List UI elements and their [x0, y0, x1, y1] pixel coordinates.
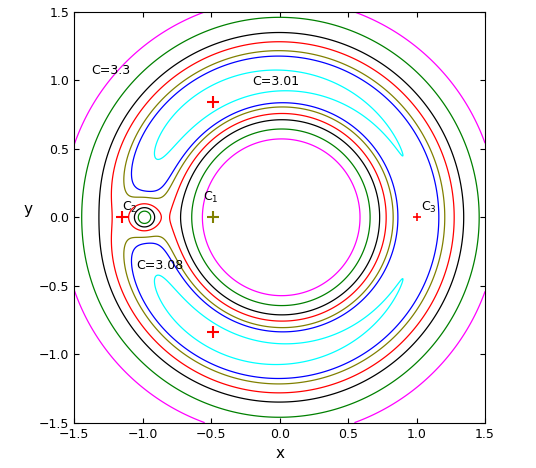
Text: C$_3$: C$_3$	[421, 199, 436, 214]
Y-axis label: y: y	[24, 202, 32, 217]
Text: C=3.08: C=3.08	[136, 259, 183, 272]
Text: C=3.3: C=3.3	[91, 64, 130, 77]
Text: C$_1$: C$_1$	[203, 190, 219, 205]
X-axis label: x: x	[275, 446, 284, 461]
Text: C$_2$: C$_2$	[122, 199, 138, 214]
Text: C=3.01: C=3.01	[252, 74, 300, 88]
